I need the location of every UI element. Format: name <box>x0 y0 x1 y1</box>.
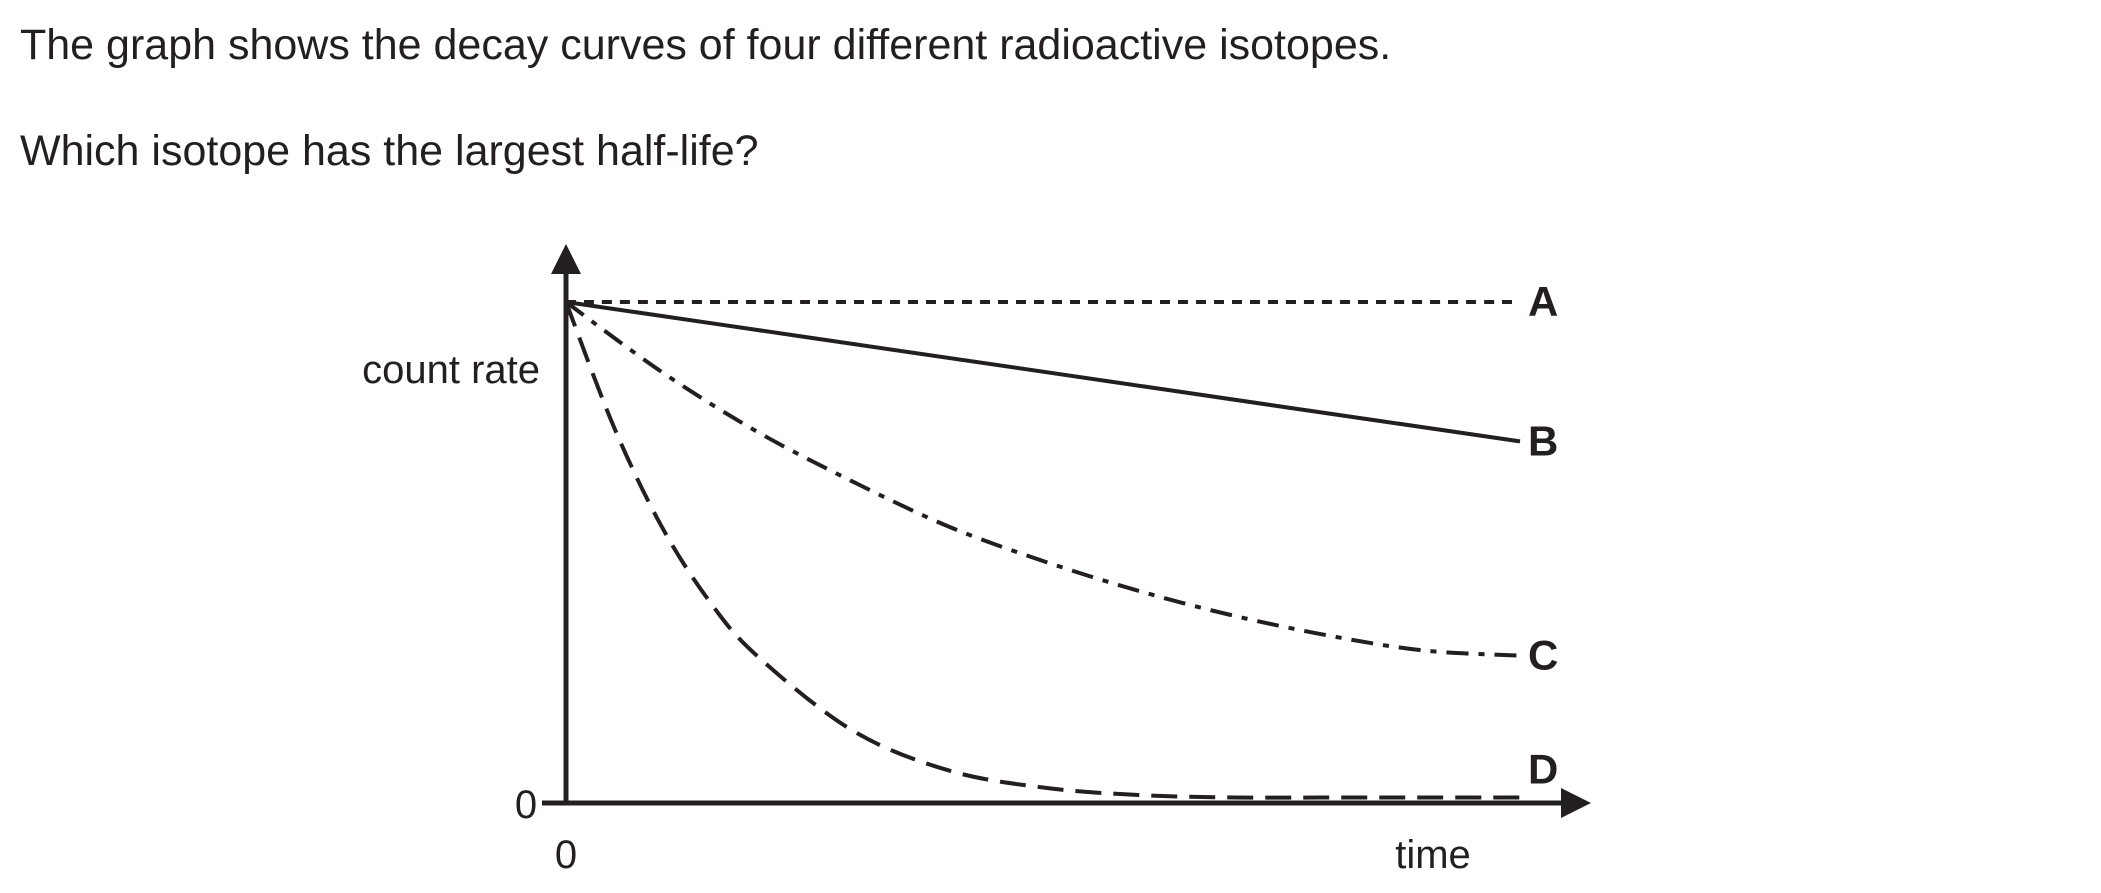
y-axis-label: count rate <box>362 348 540 392</box>
series-label-layer: A B C D <box>1528 278 1558 793</box>
series-layer <box>564 300 1521 800</box>
question-line-1: The graph shows the decay curves of four… <box>20 21 1392 69</box>
y-tick-label-zero: 0 <box>515 783 537 827</box>
x-tick-label-zero: 0 <box>555 833 577 877</box>
series-line-c <box>564 300 1521 658</box>
series-line-d <box>564 301 1520 800</box>
x-axis-label: time <box>1395 833 1471 877</box>
series-label-a: A <box>1528 278 1558 325</box>
question-line-2: Which isotope has the largest half-life? <box>20 127 759 175</box>
series-line-b <box>565 300 1521 444</box>
series-label-c: C <box>1528 632 1558 679</box>
series-label-b: B <box>1528 417 1558 464</box>
series-label-d: D <box>1528 746 1558 793</box>
